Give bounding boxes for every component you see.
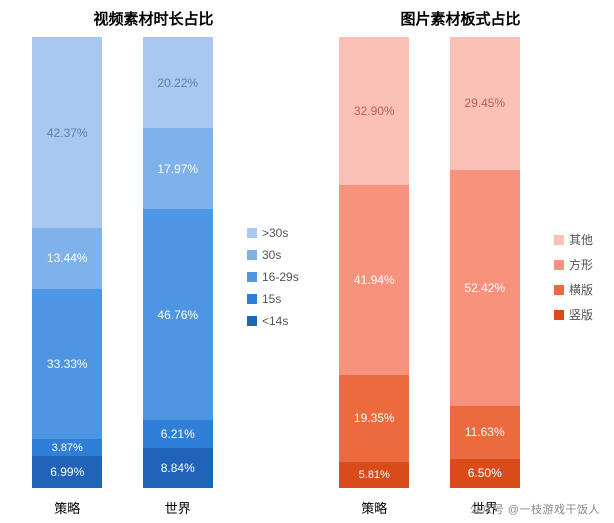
bar-segment: 11.63% [450,406,520,458]
legend-item: 16-29s [247,270,303,284]
left-chart-panel: 视频素材时长占比 42.37% 13.44% 33.33% 3.87% 6.99% 策略 2… [0,0,307,523]
bar-segment: 33.33% [32,289,102,439]
segment-value-label: 13.44% [47,251,88,265]
segment-value-label: 3.87% [52,442,83,454]
bar-segment: 32.90% [339,37,409,185]
left-chart-body: 42.37% 13.44% 33.33% 3.87% 6.99% 策略 20.22% 17.9… [4,37,303,517]
category-label: 策略 [54,498,80,517]
bar-segment: 6.99% [32,456,102,488]
legend-item: 15s [247,292,303,306]
legend-swatch [247,316,257,326]
segment-value-label: 52.42% [464,281,505,295]
bar-segment: 46.76% [143,209,213,420]
segment-value-label: 19.35% [354,411,395,425]
segment-value-label: 42.37% [47,126,88,140]
legend-label: <14s [262,314,288,328]
category-label: 世界 [472,498,498,517]
segment-value-label: 20.22% [157,76,198,90]
bar-segment: 42.37% [32,37,102,228]
segment-value-label: 6.50% [468,466,502,480]
legend-label: 30s [262,248,281,262]
legend-item: 横版 [554,281,610,298]
bar-segment: 41.94% [339,185,409,374]
right-chart-body: 32.90% 41.94% 19.35% 5.81% 策略 29.45% 52.42% 11.… [311,37,610,517]
category-label: 策略 [361,498,387,517]
legend-swatch [554,285,564,295]
legend-item: 竖版 [554,306,610,323]
bar-segment: 20.22% [143,37,213,128]
bar-stack: 42.37% 13.44% 33.33% 3.87% 6.99% [32,37,102,488]
charts-container: 视频素材时长占比 42.37% 13.44% 33.33% 3.87% 6.99% 策略 2… [0,0,614,523]
segment-value-label: 6.21% [161,427,195,441]
segment-value-label: 32.90% [354,104,395,118]
legend-swatch [554,235,564,245]
segment-value-label: 41.94% [354,273,395,287]
bar-segment: 19.35% [339,375,409,462]
bar-column: 29.45% 52.42% 11.63% 6.50% 世界 [450,37,520,517]
left-chart-title: 视频素材时长占比 [4,8,303,29]
left-legend: >30s 30s 16-29s 15s <14s [241,37,303,517]
segment-value-label: 11.63% [465,425,505,439]
category-label: 世界 [165,498,191,517]
right-chart-title: 图片素材板式占比 [311,8,610,29]
legend-swatch [247,272,257,282]
legend-item: <14s [247,314,303,328]
bar-column: 42.37% 13.44% 33.33% 3.87% 6.99% 策略 [32,37,102,517]
bar-segment: 5.81% [339,462,409,488]
segment-value-label: 6.99% [50,465,84,479]
legend-label: >30s [262,226,288,240]
legend-label: 15s [262,292,281,306]
bar-segment: 52.42% [450,170,520,406]
legend-swatch [554,310,564,320]
bar-segment: 6.21% [143,420,213,448]
left-bars-area: 42.37% 13.44% 33.33% 3.87% 6.99% 策略 20.22% 17.9… [4,37,241,517]
legend-swatch [247,228,257,238]
legend-label: 其他 [569,231,593,248]
legend-item: 30s [247,248,303,262]
right-bars-area: 32.90% 41.94% 19.35% 5.81% 策略 29.45% 52.42% 11.… [311,37,548,517]
legend-label: 16-29s [262,270,299,284]
legend-swatch [247,294,257,304]
bar-segment: 29.45% [450,37,520,170]
segment-value-label: 46.76% [157,308,198,322]
legend-swatch [247,250,257,260]
legend-item: >30s [247,226,303,240]
bar-segment: 3.87% [32,439,102,456]
segment-value-label: 29.45% [464,96,505,110]
legend-label: 竖版 [569,306,593,323]
segment-value-label: 33.33% [47,357,88,371]
legend-label: 方形 [569,256,593,273]
segment-value-label: 5.81% [359,469,390,481]
legend-swatch [554,260,564,270]
bar-column: 20.22% 17.97% 46.76% 6.21% 8.84% 世界 [143,37,213,517]
right-chart-panel: 图片素材板式占比 32.90% 41.94% 19.35% 5.81% 策略 29.45%… [307,0,614,523]
legend-label: 横版 [569,281,593,298]
right-legend: 其他方形横版竖版 [548,37,610,517]
legend-item: 其他 [554,231,610,248]
segment-value-label: 8.84% [161,461,195,475]
bar-stack: 20.22% 17.97% 46.76% 6.21% 8.84% [143,37,213,488]
bar-column: 32.90% 41.94% 19.35% 5.81% 策略 [339,37,409,517]
bar-segment: 8.84% [143,448,213,488]
bar-segment: 13.44% [32,228,102,289]
bar-segment: 17.97% [143,128,213,209]
bar-stack: 32.90% 41.94% 19.35% 5.81% [339,37,409,488]
bar-stack: 29.45% 52.42% 11.63% 6.50% [450,37,520,488]
segment-value-label: 17.97% [157,162,198,176]
legend-item: 方形 [554,256,610,273]
bar-segment: 6.50% [450,459,520,488]
